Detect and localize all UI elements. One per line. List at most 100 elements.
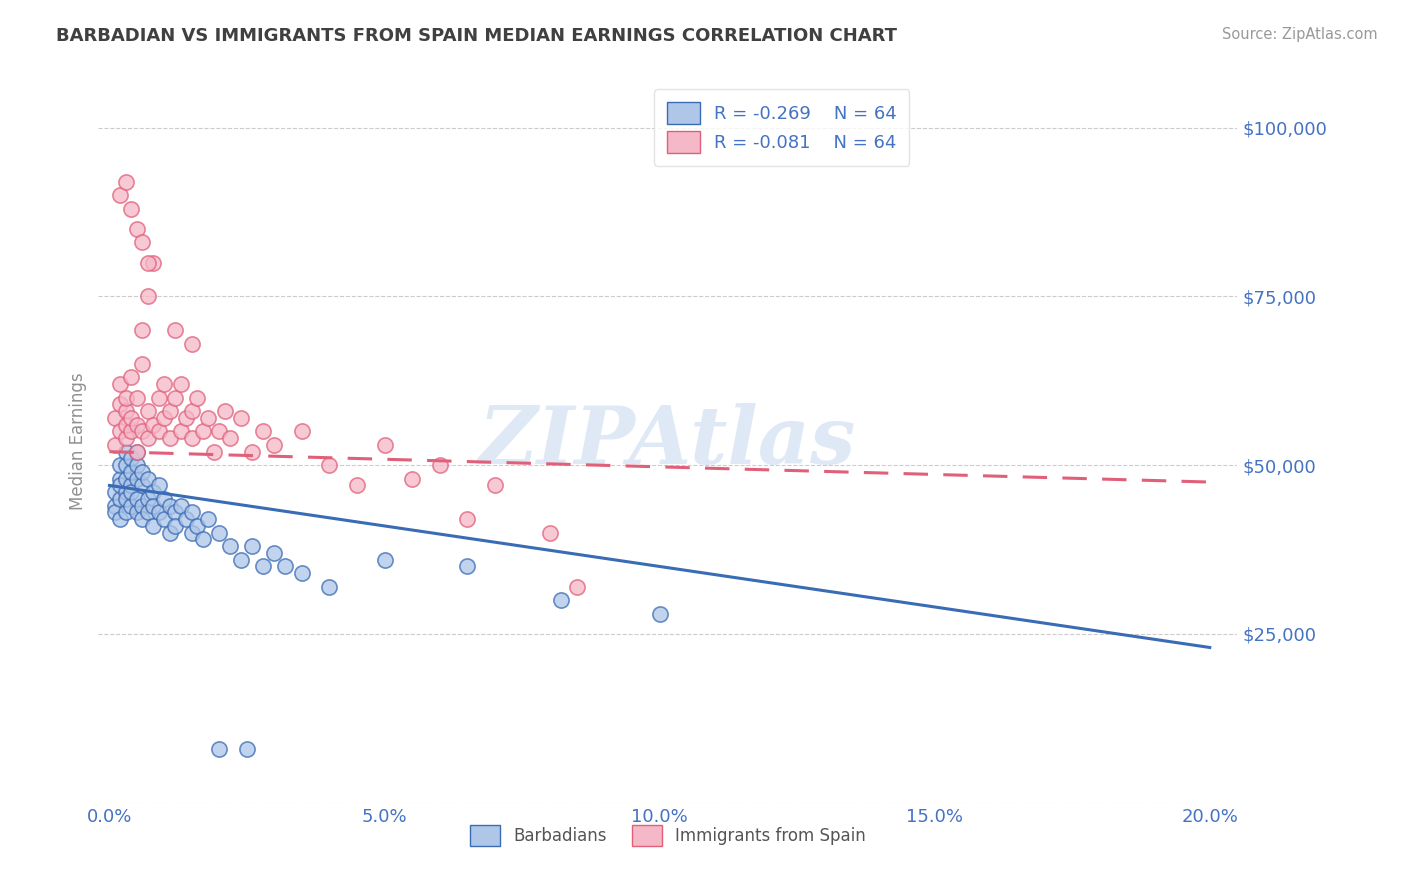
Point <box>191 533 214 547</box>
Point <box>231 411 253 425</box>
Point <box>242 539 264 553</box>
Point <box>191 425 214 439</box>
Point <box>115 444 138 458</box>
Point <box>186 391 208 405</box>
Point <box>153 491 176 506</box>
Point <box>318 580 340 594</box>
Point <box>104 505 127 519</box>
Point <box>142 519 165 533</box>
Point <box>208 525 231 540</box>
Legend: Barbadians, Immigrants from Spain: Barbadians, Immigrants from Spain <box>463 819 873 852</box>
Point <box>104 438 127 452</box>
Point <box>115 505 138 519</box>
Point <box>170 377 193 392</box>
Point <box>263 546 285 560</box>
Point <box>110 512 132 526</box>
Point <box>110 472 132 486</box>
Point <box>131 235 153 250</box>
Point <box>165 323 187 337</box>
Point <box>252 559 274 574</box>
Point <box>136 289 159 303</box>
Point <box>110 397 132 411</box>
Point <box>115 417 138 432</box>
Point <box>176 411 198 425</box>
Point <box>170 425 193 439</box>
Point <box>120 499 142 513</box>
Point <box>110 491 132 506</box>
Point <box>181 505 204 519</box>
Point <box>115 175 138 189</box>
Point <box>181 336 204 351</box>
Point <box>115 391 138 405</box>
Point <box>120 411 142 425</box>
Point <box>115 431 138 445</box>
Point <box>136 505 159 519</box>
Point <box>120 202 142 216</box>
Point <box>165 505 187 519</box>
Point <box>142 417 165 432</box>
Point <box>153 377 176 392</box>
Point <box>131 499 153 513</box>
Point <box>125 472 148 486</box>
Point <box>159 525 181 540</box>
Point <box>214 404 236 418</box>
Point <box>153 512 176 526</box>
Point <box>565 580 588 594</box>
Point <box>291 425 314 439</box>
Point <box>456 559 478 574</box>
Text: BARBADIAN VS IMMIGRANTS FROM SPAIN MEDIAN EARNINGS CORRELATION CHART: BARBADIAN VS IMMIGRANTS FROM SPAIN MEDIA… <box>56 27 897 45</box>
Point <box>115 472 138 486</box>
Point <box>120 425 142 439</box>
Point <box>142 255 165 269</box>
Point <box>252 425 274 439</box>
Point <box>236 741 259 756</box>
Point <box>219 431 242 445</box>
Point <box>176 512 198 526</box>
Point <box>120 465 142 479</box>
Point <box>110 377 132 392</box>
Point <box>456 512 478 526</box>
Point <box>181 404 204 418</box>
Point <box>242 444 264 458</box>
Point <box>318 458 340 472</box>
Point <box>125 444 148 458</box>
Point <box>110 478 132 492</box>
Point <box>401 472 423 486</box>
Point <box>148 505 170 519</box>
Point <box>550 593 572 607</box>
Point <box>110 458 132 472</box>
Point <box>104 499 127 513</box>
Point <box>110 188 132 202</box>
Point <box>197 512 219 526</box>
Point <box>142 499 165 513</box>
Point <box>170 499 193 513</box>
Point <box>131 512 153 526</box>
Point <box>181 431 204 445</box>
Point <box>115 491 138 506</box>
Point <box>165 519 187 533</box>
Point <box>136 255 159 269</box>
Point <box>202 444 225 458</box>
Point <box>274 559 297 574</box>
Point <box>136 431 159 445</box>
Point <box>125 417 148 432</box>
Point <box>110 425 132 439</box>
Point <box>208 425 231 439</box>
Point <box>159 404 181 418</box>
Point <box>125 391 148 405</box>
Point <box>104 411 127 425</box>
Text: ZIPAtlas: ZIPAtlas <box>479 403 856 480</box>
Point <box>131 465 153 479</box>
Point <box>159 431 181 445</box>
Point <box>148 425 170 439</box>
Point <box>181 525 204 540</box>
Point <box>186 519 208 533</box>
Point <box>291 566 314 581</box>
Point <box>263 438 285 452</box>
Point <box>148 478 170 492</box>
Point <box>159 499 181 513</box>
Point <box>120 478 142 492</box>
Point <box>153 411 176 425</box>
Point <box>120 370 142 384</box>
Point <box>429 458 451 472</box>
